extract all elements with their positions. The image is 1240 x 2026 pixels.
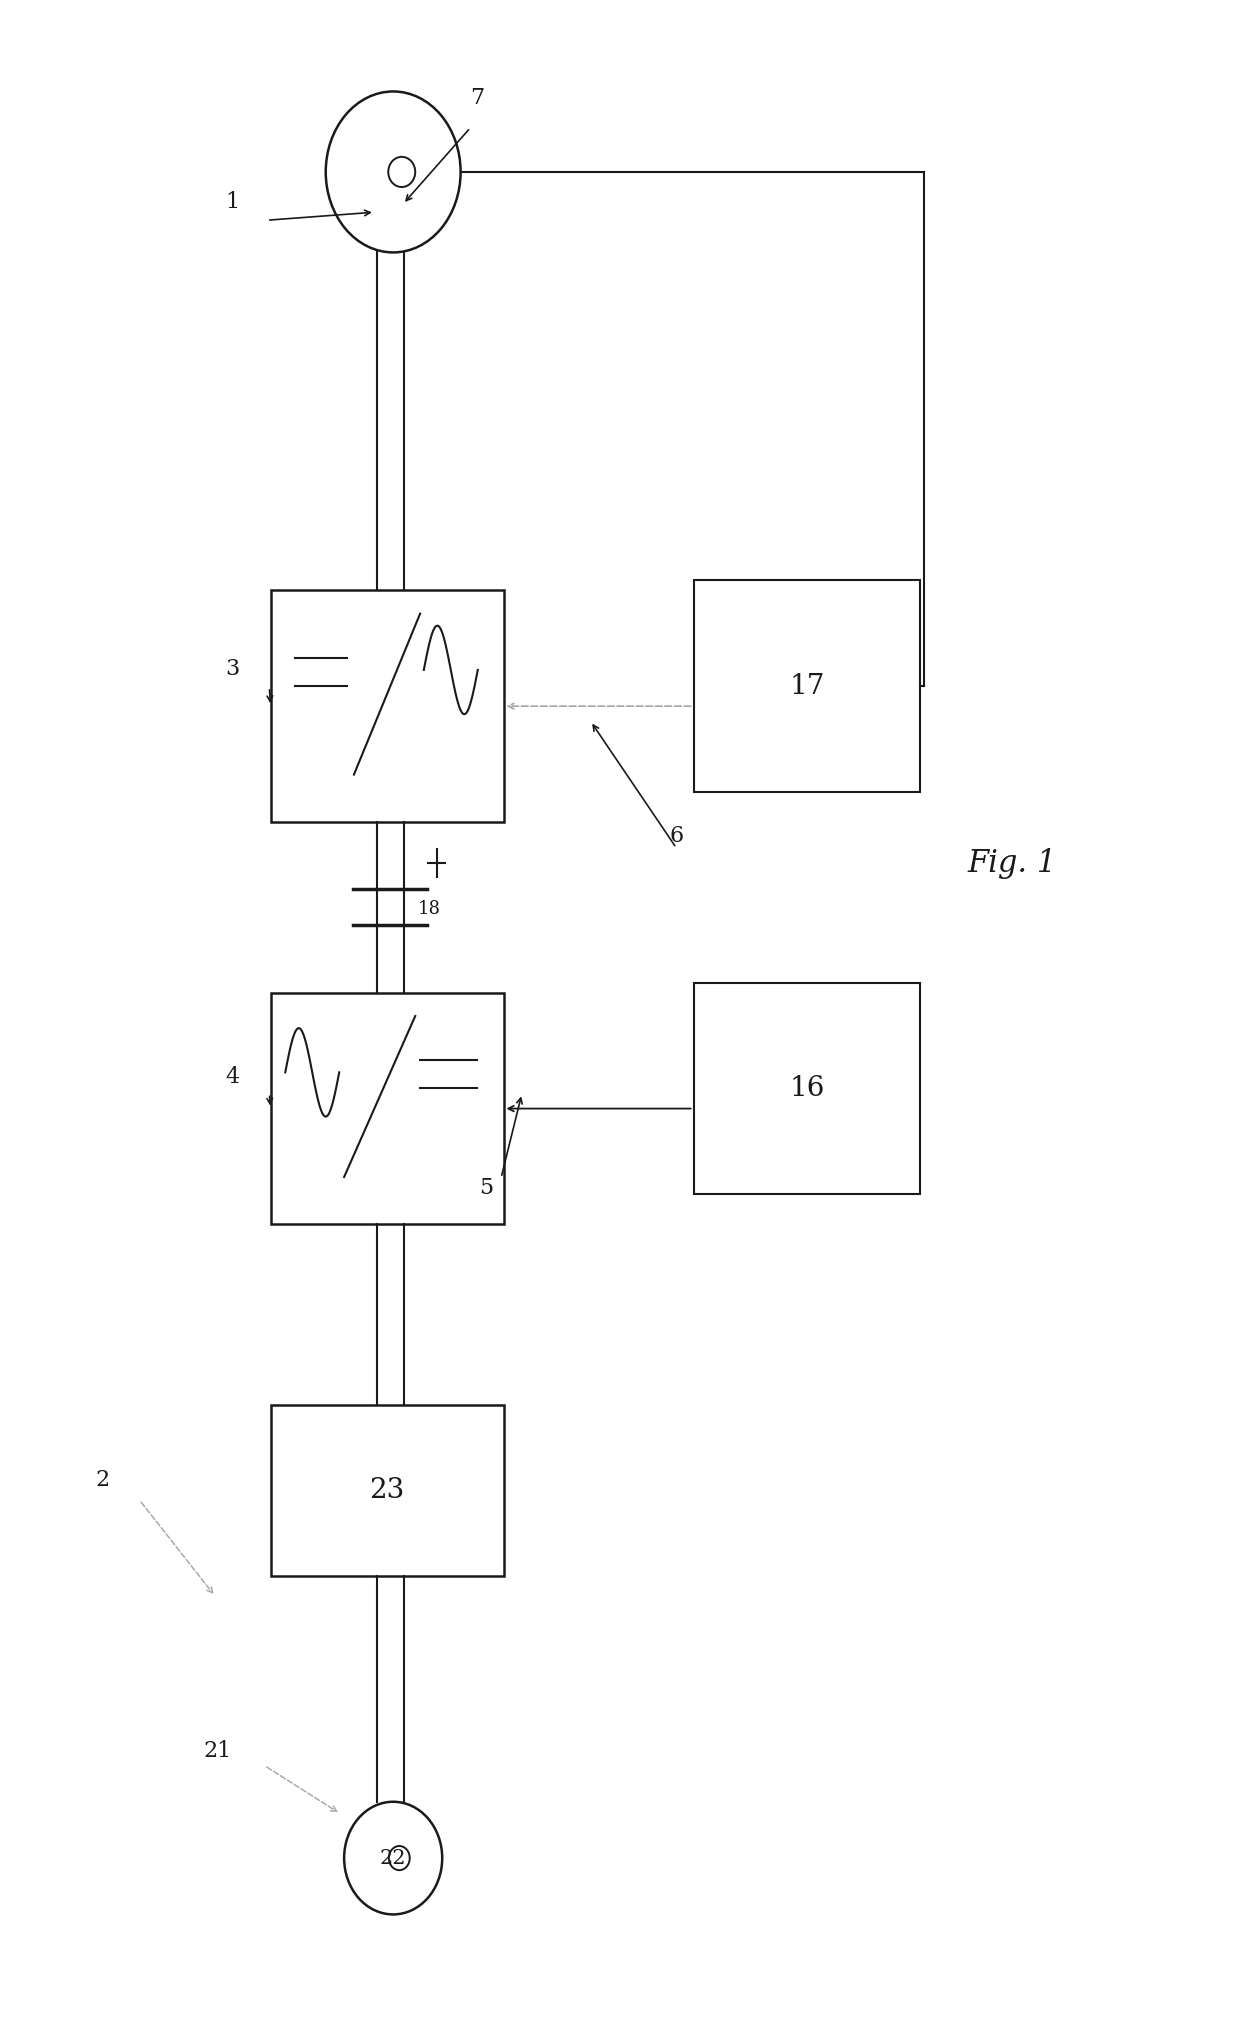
Text: 16: 16 (790, 1076, 825, 1102)
Bar (270, 1406, 503, 1576)
Text: 7: 7 (470, 87, 485, 109)
Text: Fig. 1: Fig. 1 (967, 849, 1056, 879)
Text: 17: 17 (789, 673, 825, 699)
Bar (693, 579, 920, 792)
Bar (270, 590, 503, 823)
Text: 2: 2 (95, 1469, 109, 1491)
Text: 18: 18 (418, 900, 440, 918)
Text: 6: 6 (670, 825, 683, 847)
Text: 3: 3 (226, 658, 239, 681)
Bar (693, 983, 920, 1193)
Text: 1: 1 (226, 190, 239, 213)
Ellipse shape (389, 1846, 409, 1870)
Bar (270, 993, 503, 1224)
Text: 4: 4 (226, 1066, 239, 1088)
Ellipse shape (326, 91, 460, 253)
Text: 23: 23 (370, 1477, 404, 1505)
Text: 21: 21 (203, 1740, 232, 1763)
Text: 22: 22 (379, 1848, 407, 1868)
Ellipse shape (388, 156, 415, 186)
Ellipse shape (345, 1801, 443, 1915)
Text: 5: 5 (479, 1177, 494, 1199)
